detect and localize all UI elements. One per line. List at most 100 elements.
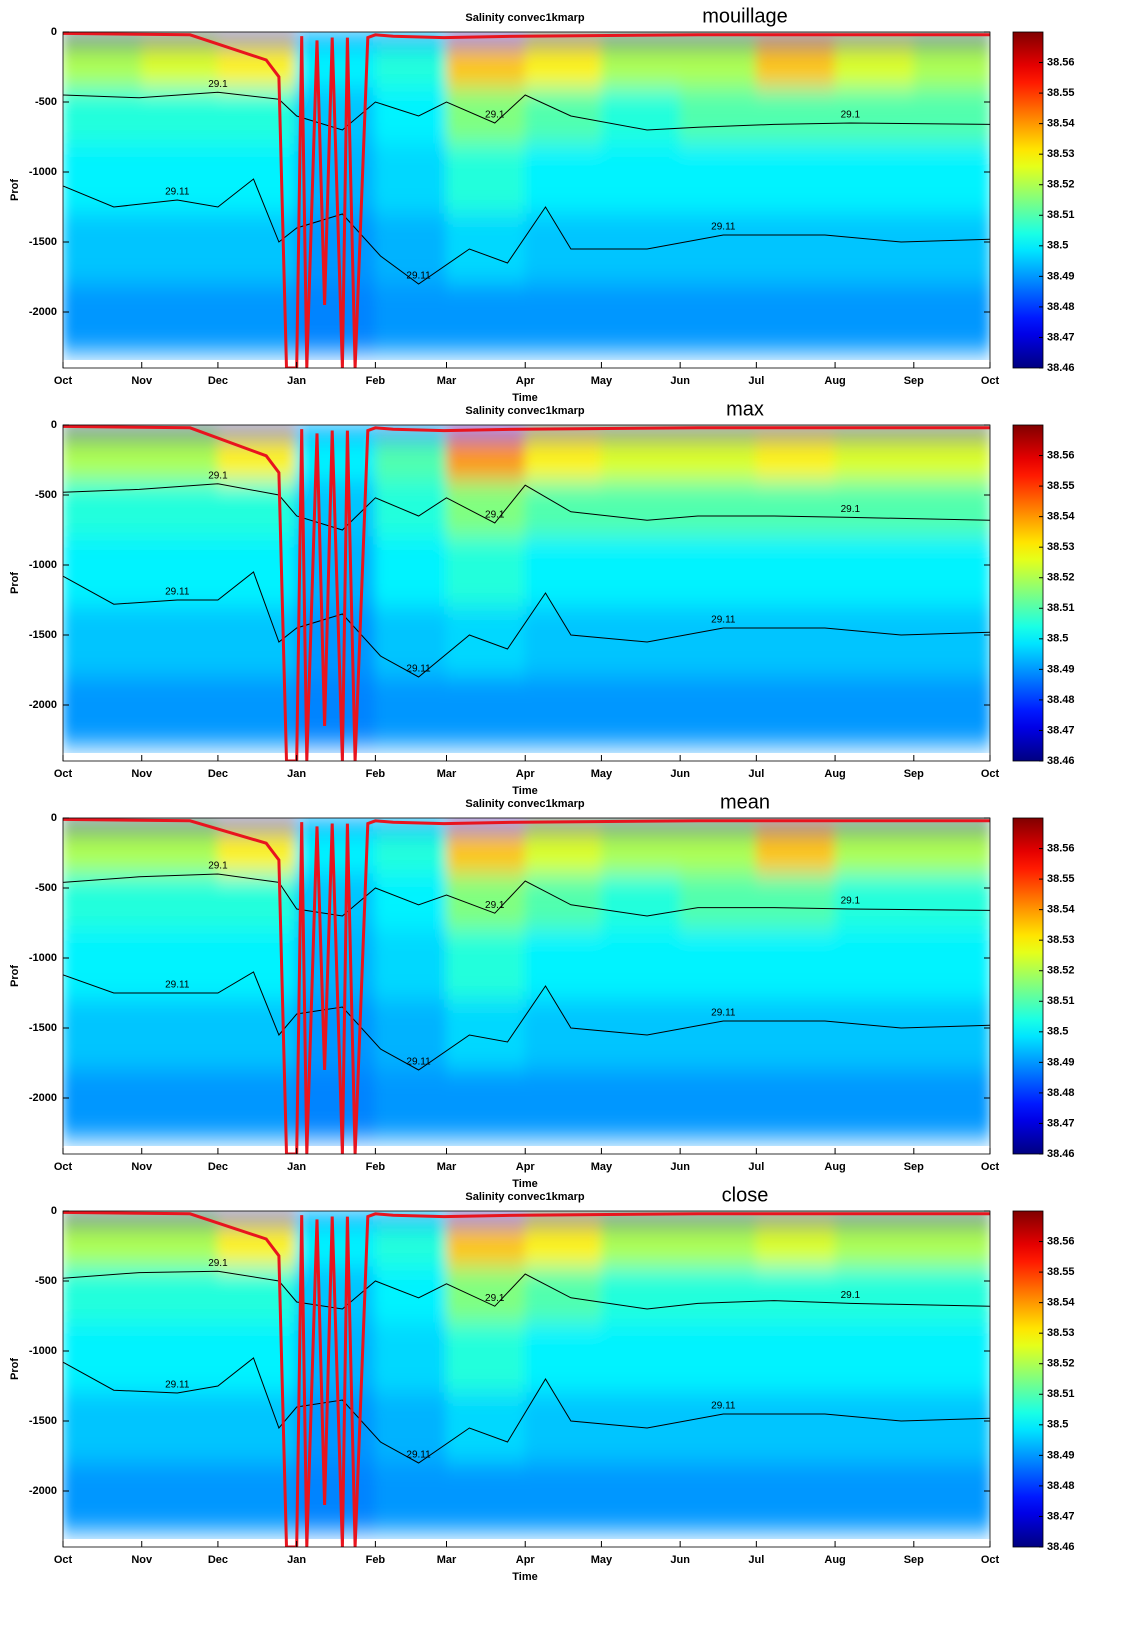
heat-cell xyxy=(913,1462,990,1533)
contour-line xyxy=(63,1357,990,1464)
x-tick-label: Jul xyxy=(748,1161,764,1173)
heat-cell xyxy=(913,929,990,1001)
colorbar-tick-label: 38.52 xyxy=(1047,572,1075,584)
heat-cell xyxy=(524,45,602,89)
contour-label: 29.11 xyxy=(165,1380,190,1391)
colorbar-tick-label: 38.5 xyxy=(1047,633,1068,645)
heat-cell xyxy=(445,676,526,747)
heat-cell xyxy=(913,1266,990,1324)
y-axis-label: Prof xyxy=(9,572,21,594)
colorbar-tick-label: 38.54 xyxy=(1047,511,1075,523)
heat-cell xyxy=(834,606,915,678)
contour-label: 29.1 xyxy=(208,861,228,872)
heat-cell xyxy=(524,1462,602,1533)
contour-line xyxy=(63,571,990,678)
heat-cell xyxy=(63,606,143,678)
heat-cell xyxy=(374,929,447,1001)
heat-cell xyxy=(524,1069,602,1140)
x-axis-label: Time xyxy=(512,785,537,797)
heat-cell xyxy=(445,1224,526,1268)
x-tick-label: Oct xyxy=(54,1554,73,1566)
contour-label: 29.11 xyxy=(711,222,736,233)
heat-cell xyxy=(445,87,526,145)
heat-cell xyxy=(755,999,836,1071)
heat-cell xyxy=(445,45,526,89)
heat-cell xyxy=(63,143,143,215)
heat-cell xyxy=(600,1392,681,1464)
colorbar-tick-label: 38.46 xyxy=(1047,755,1075,767)
colorbar-tick-label: 38.5 xyxy=(1047,1026,1068,1038)
heat-cell xyxy=(834,999,915,1071)
heat-cell xyxy=(296,438,376,482)
y-tick-label: -1000 xyxy=(29,559,57,571)
heat-cell xyxy=(141,536,219,608)
contour-label: 29.1 xyxy=(485,900,505,911)
heat-cell xyxy=(913,831,990,875)
heat-cell xyxy=(755,1392,836,1464)
heat-cell xyxy=(913,1322,990,1394)
heat-cell xyxy=(834,480,915,538)
contour-label: 29.1 xyxy=(485,110,505,121)
heat-cell xyxy=(141,480,219,538)
heat-cell xyxy=(141,1266,219,1324)
heat-cell xyxy=(679,676,757,747)
heat-cell xyxy=(679,536,757,608)
contour-label: 29.11 xyxy=(406,1057,431,1068)
contour-label: 29.1 xyxy=(841,896,861,907)
colorbar-tick-label: 38.47 xyxy=(1047,331,1075,343)
heat-cell xyxy=(913,143,990,215)
chart-subtitle: mean xyxy=(720,791,770,813)
heat-cell xyxy=(374,87,447,145)
x-tick-label: Jun xyxy=(670,375,690,387)
heat-cell xyxy=(600,283,681,354)
heat-cell xyxy=(755,1069,836,1140)
heat-cell xyxy=(63,213,143,285)
x-tick-label: Jun xyxy=(670,1161,690,1173)
heat-cell xyxy=(913,606,990,678)
contour-label: 29.11 xyxy=(406,271,431,282)
x-tick-label: Oct xyxy=(981,1161,1000,1173)
y-tick-label: -500 xyxy=(35,1275,57,1287)
heat-cell xyxy=(445,831,526,875)
heat-cell xyxy=(141,873,219,931)
colorbar xyxy=(1012,31,1044,369)
heat-cell xyxy=(63,831,143,875)
colorbar-tick-label: 38.52 xyxy=(1047,965,1075,977)
heat-cell xyxy=(141,1069,219,1140)
colorbar-tick-label: 38.48 xyxy=(1047,1480,1075,1492)
y-tick-label: -1000 xyxy=(29,166,57,178)
y-tick-label: -500 xyxy=(35,96,57,108)
x-tick-label: May xyxy=(591,1554,613,1566)
x-tick-label: Jun xyxy=(670,1554,690,1566)
contour-label: 29.11 xyxy=(165,187,190,198)
chart-title: Salinity convec1kmarp xyxy=(465,405,585,417)
heat-cell xyxy=(296,45,376,89)
heat-cell xyxy=(679,1392,757,1464)
heat-cell xyxy=(63,676,143,747)
y-axis-label: Prof xyxy=(9,965,21,987)
heat-cell xyxy=(374,831,447,875)
x-tick-label: Nov xyxy=(131,375,153,387)
heat-cell xyxy=(679,87,757,145)
heat-cell xyxy=(679,480,757,538)
heat-cell xyxy=(600,1266,681,1324)
heat-cell xyxy=(524,1322,602,1394)
contour-label: 29.1 xyxy=(208,1258,228,1269)
heat-cell xyxy=(834,536,915,608)
x-tick-label: Oct xyxy=(981,768,1000,780)
heat-cell xyxy=(524,1266,602,1324)
x-tick-label: Dec xyxy=(208,375,228,387)
chart-title: Salinity convec1kmarp xyxy=(465,1191,585,1203)
plot-frame xyxy=(62,424,991,762)
heat-cell xyxy=(524,425,602,440)
contour-label: 29.1 xyxy=(208,79,228,90)
heat-cell xyxy=(141,1322,219,1394)
heat-cell xyxy=(141,1392,219,1464)
heat-cell xyxy=(217,1224,298,1268)
contour-label: 29.11 xyxy=(711,1008,736,1019)
heat-cell xyxy=(755,480,836,538)
y-axis-label: Prof xyxy=(9,179,21,201)
heatmap-cells xyxy=(63,1211,990,1533)
x-tick-label: Oct xyxy=(981,375,1000,387)
heat-cell xyxy=(217,1211,298,1226)
